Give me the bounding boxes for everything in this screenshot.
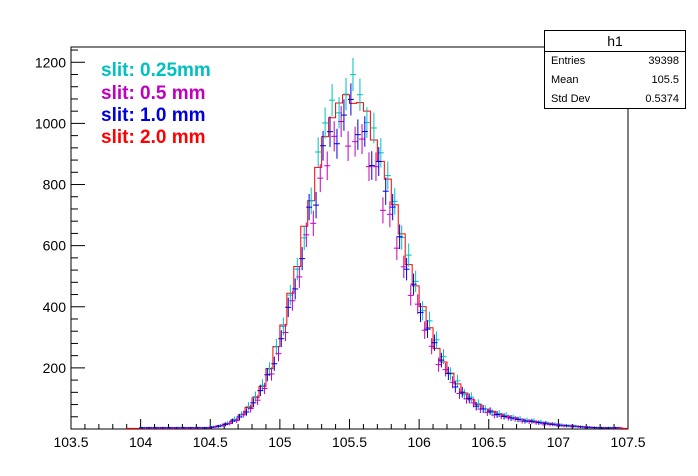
y-tick-label: 1200 <box>35 54 66 70</box>
y-tick-label: 1000 <box>35 115 66 131</box>
y-tick-label: 800 <box>43 177 67 193</box>
legend-entry-slit-0-5: slit: 0.5 mm <box>101 83 206 104</box>
x-tick-label: 107.5 <box>610 434 645 450</box>
x-tick-label: 104.5 <box>193 434 228 450</box>
y-tick-label: 600 <box>43 238 67 254</box>
x-tick-label: 105 <box>268 434 292 450</box>
x-tick-label: 106.5 <box>471 434 506 450</box>
stats-value-mean: 105.5 <box>651 74 679 86</box>
x-tick-label: 104 <box>129 434 153 450</box>
stats-row-mean: Mean 105.5 <box>545 71 685 90</box>
y-tick-label: 400 <box>43 299 67 315</box>
x-tick-label: 107 <box>547 434 571 450</box>
x-tick-label: 106 <box>407 434 431 450</box>
statistics-box: h1 Entries 39398 Mean 105.5 Std Dev 0.53… <box>544 30 686 109</box>
stats-title: h1 <box>545 31 685 52</box>
stats-row-entries: Entries 39398 <box>545 52 685 71</box>
y-tick-label: 200 <box>43 360 67 376</box>
stats-label-mean: Mean <box>551 74 579 86</box>
legend-entry-slit-1-0: slit: 1.0 mm <box>101 105 206 126</box>
stats-row-stddev: Std Dev 0.5374 <box>545 90 685 109</box>
stats-value-entries: 39398 <box>648 55 679 67</box>
legend-entry-slit-0-25: slit: 0.25mm <box>101 60 211 81</box>
legend-entry-slit-2-0: slit: 2.0 mm <box>101 127 206 148</box>
x-tick-label: 105.5 <box>332 434 367 450</box>
stats-value-stddev: 0.5374 <box>645 93 679 105</box>
x-tick-label: 103.5 <box>53 434 88 450</box>
stats-label-stddev: Std Dev <box>551 93 591 105</box>
stats-label-entries: Entries <box>551 55 586 67</box>
